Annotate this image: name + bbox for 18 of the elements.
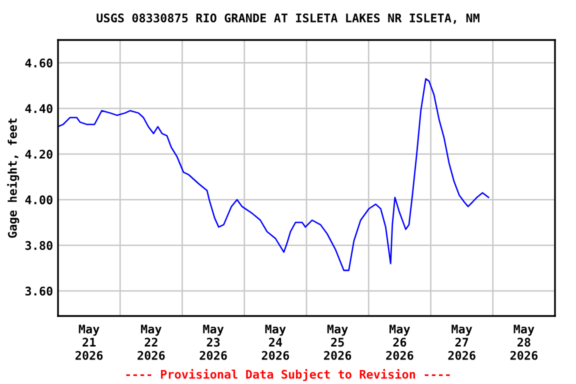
x-tick-label: May 23 2026 <box>200 324 227 360</box>
y-tick-label: 3.60 <box>25 286 52 296</box>
x-tick-label: May 27 2026 <box>448 324 476 360</box>
y-tick-label: 4.40 <box>25 104 52 114</box>
y-tick-label: 4.60 <box>25 58 52 68</box>
text: ---- Provisional Data Subject to Revision ---- <box>126 368 450 382</box>
x-tick-label: May 26 2026 <box>386 324 414 360</box>
x-tick-label: May 22 2026 <box>138 324 165 360</box>
y-tick-label: 4.20 <box>25 150 52 159</box>
x-tick-label: May 21 2026 <box>76 324 103 360</box>
x-tick-label: May 24 2026 <box>262 324 290 360</box>
line-series <box>58 78 490 272</box>
y-tick-label: 3.80 <box>25 241 52 250</box>
y-tick-label: 4.00 <box>25 195 52 204</box>
x-tick-label: May 25 2026 <box>324 324 352 360</box>
chart-title: USGS 08330875 RIO GRANDE AT ISLETA LAKES NR ISLETA, NM <box>96 13 480 24</box>
y-axis-title: Gage height, feet <box>7 118 20 238</box>
x-tick-label: May 28 2026 <box>510 324 538 360</box>
